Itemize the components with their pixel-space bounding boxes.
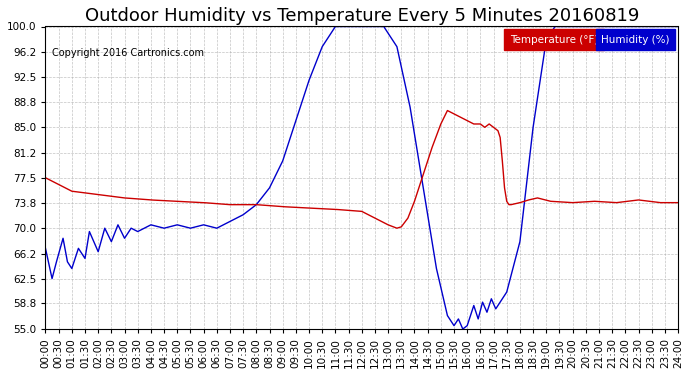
Legend: Temperature (°F), Humidity (%): Temperature (°F), Humidity (%) — [506, 32, 673, 48]
Text: Copyright 2016 Cartronics.com: Copyright 2016 Cartronics.com — [52, 48, 204, 58]
Title: Outdoor Humidity vs Temperature Every 5 Minutes 20160819: Outdoor Humidity vs Temperature Every 5 … — [85, 7, 639, 25]
